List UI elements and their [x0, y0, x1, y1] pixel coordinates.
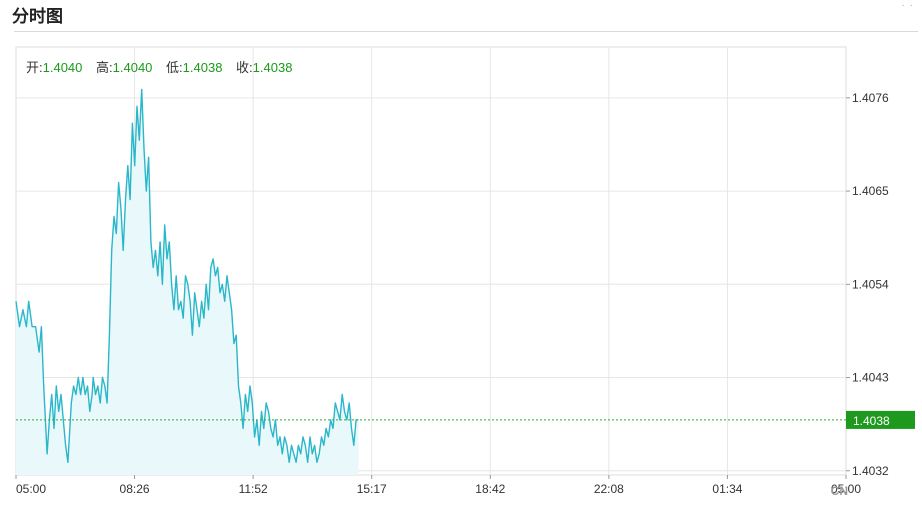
close-value: 1.4038	[252, 60, 293, 75]
y-tick-label: 1.4054	[852, 277, 889, 291]
y-tick-label: 1.4032	[852, 464, 889, 478]
watermark-logo: CN	[830, 484, 848, 498]
open-label: 开:	[26, 60, 43, 75]
current-price-marker: 1.4038	[16, 410, 915, 429]
x-tick-label: 08:26	[120, 482, 150, 496]
current-price-label: 1.4038	[853, 414, 890, 428]
more-icon[interactable]: · ·	[901, 0, 914, 11]
x-tick-label: 15:17	[357, 482, 387, 496]
high-label: 高:	[96, 60, 113, 75]
x-tick-label: 11:52	[239, 482, 268, 496]
close-label: 收:	[236, 60, 253, 75]
x-tick-label: 22:08	[594, 482, 624, 496]
price-line	[15, 88, 359, 463]
low-label: 低:	[166, 60, 183, 75]
x-axis: 05:00 08:26 11:52 15:17 18:42 22:08 01:34 05:00	[15, 475, 861, 496]
y-axis: 1.4076 1.4065 1.4054 1.4043 1.4032	[846, 91, 889, 478]
x-tick-label: 05:00	[831, 482, 861, 496]
y-tick-label: 1.4043	[852, 371, 889, 385]
x-tick-label: 01:34	[712, 482, 742, 496]
page-title: 分时图	[12, 7, 63, 26]
ohlc-summary: 开:1.4040 高:1.4040 低:1.4038 收:1.4038	[26, 57, 302, 76]
header-divider	[14, 31, 918, 32]
open-value: 1.4040	[42, 60, 83, 75]
y-tick-label: 1.4065	[852, 184, 889, 198]
current-price-tag	[846, 410, 915, 429]
high-value: 1.4040	[112, 60, 153, 75]
low-value: 1.4038	[182, 60, 223, 75]
price-area	[15, 88, 359, 476]
grid-lines	[16, 47, 846, 475]
x-tick-label: 05:00	[16, 482, 46, 496]
x-tick-label: 18:42	[475, 482, 505, 496]
y-tick-label: 1.4076	[852, 91, 889, 105]
